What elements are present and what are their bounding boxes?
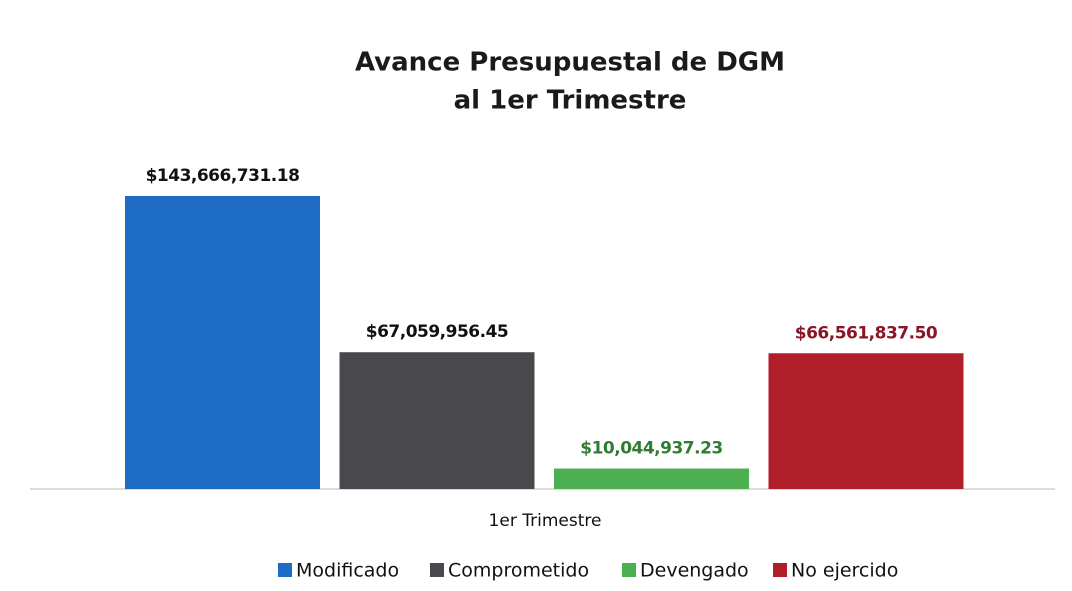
bar — [554, 468, 749, 489]
bar — [339, 352, 535, 489]
legend-label: Devengado — [640, 560, 749, 582]
data-label: $143,666,731.18 — [146, 166, 300, 186]
chart-title: Avance Presupuestal de DGM — [355, 48, 785, 78]
data-label: $67,059,956.45 — [366, 322, 509, 342]
legend-label: Comprometido — [448, 560, 589, 582]
legend-swatch — [430, 563, 444, 577]
x-tick-label: 1er Trimestre — [489, 511, 602, 531]
legend-label: Modificado — [296, 560, 399, 582]
data-label: $66,561,837.50 — [795, 323, 938, 343]
legend-swatch — [773, 563, 787, 577]
bar — [125, 196, 320, 489]
legend-swatch — [278, 563, 292, 577]
data-label: $10,044,937.23 — [580, 439, 723, 459]
legend-swatch — [622, 563, 636, 577]
legend-label: No ejercido — [791, 560, 898, 582]
bar — [768, 353, 964, 489]
chart-title: al 1er Trimestre — [454, 86, 687, 116]
